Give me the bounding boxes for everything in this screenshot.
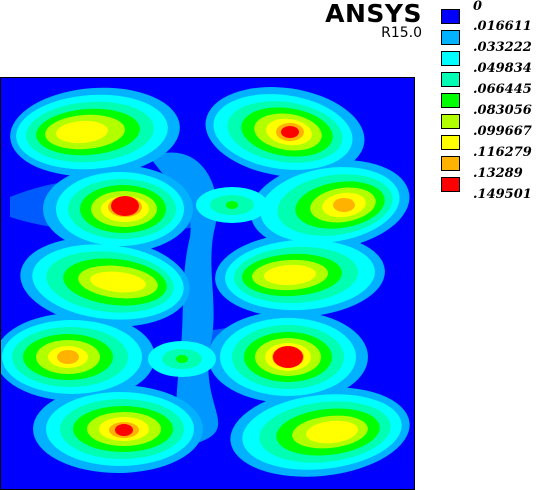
legend-label-1: 0 bbox=[473, 0, 483, 14]
contour-legend: 0 .016611 .033222 .049834 .066445 .08305… bbox=[441, 0, 538, 202]
legend-swatch-9 bbox=[441, 177, 460, 192]
release-label: R15.0 bbox=[381, 25, 422, 41]
legend-label-7: .099667 bbox=[473, 124, 532, 139]
product-title: ANSYS bbox=[325, 0, 422, 28]
legend-label-6: .083056 bbox=[473, 103, 532, 118]
legend-label-3: .033222 bbox=[473, 40, 532, 55]
legend-label-2: .016611 bbox=[473, 19, 532, 34]
legend-label-10: .149501 bbox=[473, 187, 532, 202]
legend-swatch-8 bbox=[441, 156, 460, 171]
legend-label-4: .049834 bbox=[473, 61, 532, 76]
legend-swatch-1 bbox=[441, 9, 460, 24]
legend-swatch-6 bbox=[441, 114, 460, 129]
legend-swatch-2 bbox=[441, 30, 460, 45]
legend-swatch-4 bbox=[441, 72, 460, 87]
contour-band-9 bbox=[111, 126, 303, 436]
contour-plot bbox=[0, 77, 415, 490]
legend-swatch-3 bbox=[441, 51, 460, 66]
legend-swatch-5 bbox=[441, 93, 460, 108]
legend-label-5: .066445 bbox=[473, 82, 532, 97]
legend-swatch-7 bbox=[441, 135, 460, 150]
legend-label-8: .116279 bbox=[473, 145, 532, 160]
legend-label-9: .13289 bbox=[473, 166, 523, 181]
